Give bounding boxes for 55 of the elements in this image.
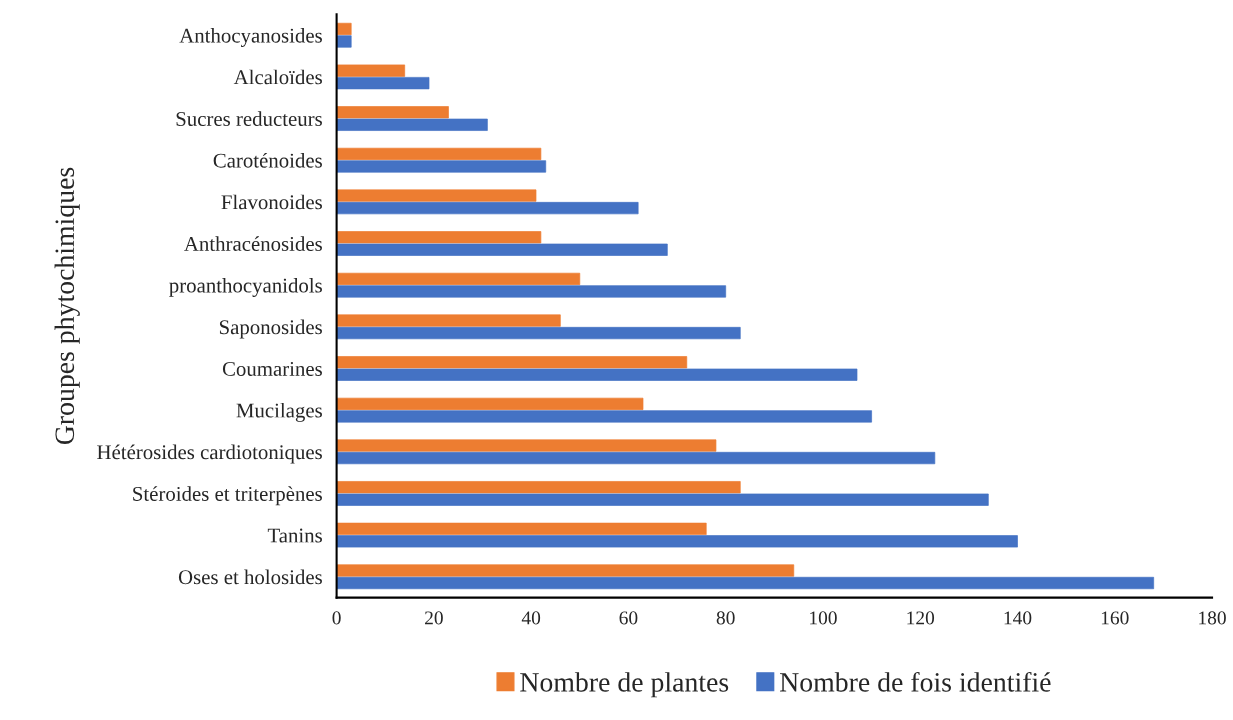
y-tick-label: Saponosides [219, 319, 322, 339]
legend-label: Nombre de plantes [520, 672, 729, 698]
bar [336, 64, 406, 77]
bar [336, 326, 741, 340]
bar [336, 106, 449, 119]
bar [336, 368, 858, 381]
bar [336, 118, 488, 131]
y-tick-label: Alcaloïdes [233, 69, 322, 85]
bar [336, 451, 936, 465]
bar [336, 77, 430, 90]
bar [336, 272, 581, 286]
bar [336, 231, 542, 244]
x-tick-label: 80 [716, 611, 735, 625]
bar [336, 410, 872, 423]
y-tick-label: Sucres reducteurs [176, 111, 322, 126]
y-tick-label: Flavonoides [221, 194, 322, 210]
bar [336, 576, 1155, 590]
y-tick-label: Stéroides et triterpènes [133, 486, 322, 506]
x-tick-label: 100 [810, 611, 837, 625]
y-axis-title: Groupes phytochimiques [54, 167, 80, 445]
x-tick-label: 20 [425, 611, 443, 625]
x-tick-label: 140 [1004, 611, 1032, 625]
y-tick-label: proanthocyanidols [169, 277, 322, 297]
y-tick-label: Tanins [267, 528, 322, 543]
x-tick-label: 60 [619, 611, 638, 625]
bar [336, 481, 741, 494]
bar [336, 535, 1018, 548]
bar [336, 397, 644, 410]
x-tick-label: 0 [332, 611, 341, 625]
bar [336, 314, 561, 327]
bar [336, 564, 795, 577]
x-tick-label: 40 [521, 611, 541, 625]
bar [336, 35, 352, 48]
bar [336, 22, 352, 36]
y-tick-label: Hétérosides cardiotoniques [97, 444, 322, 464]
bar [336, 493, 989, 506]
y-tick-label: Oses et holosides [178, 569, 322, 585]
bar [336, 356, 688, 369]
x-tick-label: 160 [1101, 611, 1129, 625]
y-tick-label: Anthocyanosides [179, 28, 322, 47]
x-tick-label: 180 [1199, 611, 1226, 625]
bar [336, 439, 717, 452]
bar [336, 522, 707, 535]
legend-label: Nombre de fois identifié [779, 671, 1051, 692]
y-tick-label: Caroténoides [213, 152, 322, 168]
bar [336, 160, 547, 173]
bar [336, 285, 727, 298]
y-tick-label: Mucilages [236, 402, 322, 422]
bar [336, 243, 668, 256]
bar [336, 202, 639, 215]
y-tick-label: Coumarines [222, 361, 322, 376]
y-tick-label: Anthracénosides [184, 236, 322, 251]
bar [336, 189, 537, 202]
x-tick-label: 120 [907, 611, 935, 625]
bar [336, 147, 542, 161]
